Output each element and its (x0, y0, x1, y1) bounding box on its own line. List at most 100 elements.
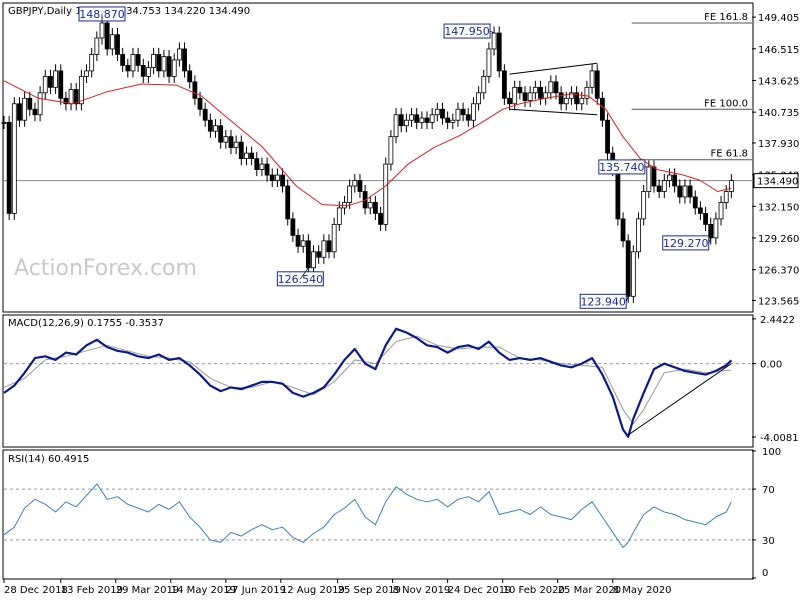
annotation-leader (625, 296, 629, 302)
candle-body (682, 185, 688, 198)
price-ytick-label: 132.150 (758, 202, 799, 213)
candle-body (32, 108, 38, 116)
candle-body (501, 70, 507, 99)
candle-body (460, 108, 466, 116)
candle-body (187, 70, 193, 83)
sma-line (3, 80, 732, 207)
candle-body (424, 117, 430, 123)
candle-body (563, 97, 569, 105)
candle-body (300, 240, 306, 247)
candle-body (89, 54, 95, 72)
rsi-series (3, 483, 752, 548)
candle-body (151, 54, 157, 68)
candle-body (285, 185, 291, 220)
price-ytick-label: 123.565 (758, 296, 799, 307)
candle-body (280, 174, 285, 187)
candle-body (414, 114, 420, 123)
current-price-label: 134.490 (757, 177, 798, 188)
candle-body (84, 70, 89, 77)
candle-body (677, 185, 683, 198)
candle-body (569, 92, 574, 99)
annotation-label: 147.950 (444, 25, 490, 38)
candle-body (615, 169, 621, 220)
candle-body (146, 67, 151, 77)
annotation-label: 123.940 (580, 295, 626, 308)
candle-body (558, 92, 564, 105)
xtick-label: 27 Jun 2019 (226, 585, 286, 596)
candle-body (171, 59, 177, 77)
rsi-ytick-label: 100 (762, 447, 781, 458)
candle-body (429, 114, 435, 123)
candle-body (295, 234, 301, 247)
candle-body (63, 97, 69, 105)
candle-body (579, 97, 585, 105)
candle-body (37, 92, 43, 116)
candle-body (517, 86, 523, 94)
candle-body (532, 86, 538, 94)
candle-body (233, 141, 239, 149)
candle-body (692, 196, 698, 209)
current-price-tag (753, 173, 799, 189)
candle-body (109, 34, 115, 50)
candle-body (238, 141, 244, 159)
annotation-leader (489, 30, 495, 34)
candle-body (574, 92, 580, 105)
annotation-label: 126.540 (278, 273, 324, 286)
candle-body (115, 34, 120, 55)
candle-body (73, 89, 79, 105)
candle-body (331, 223, 337, 253)
candle-body (600, 97, 605, 121)
xtick-label: 10 Feb 2020 (503, 585, 565, 596)
candle-body (120, 54, 126, 66)
candle-body (135, 54, 141, 66)
price-ytick-label: 137.930 (758, 139, 799, 150)
macd-label: MACD(12,26,9) 0.1755 -0.3537 (8, 318, 164, 329)
price-ytick-label: 146.515 (758, 45, 799, 56)
period-label: Daily (47, 6, 72, 17)
macd-ytick-label: 0.00 (760, 360, 782, 371)
channel-upper-line (509, 62, 598, 75)
candle-body (393, 114, 399, 138)
candle-body (48, 75, 53, 88)
rsi-label: RSI(14) 60.4915 (8, 454, 89, 465)
macd-panel-frame (2, 314, 754, 448)
candle-body (254, 158, 260, 170)
candle-body (620, 218, 626, 242)
rsi-ytick-label: 30 (762, 536, 775, 547)
candle-body (104, 22, 110, 50)
rsi-ytick-label: 70 (762, 485, 775, 496)
candle-body (264, 163, 270, 176)
candle-body (507, 97, 512, 105)
xtick-label: 25 Mar 2020 (558, 585, 621, 596)
candle-body (476, 92, 481, 105)
candle-body (434, 108, 440, 116)
candle-body (213, 125, 218, 132)
candle-body (491, 32, 497, 50)
candle-body (538, 86, 543, 99)
xtick-label: 12 Aug 2019 (281, 585, 345, 596)
candle-body (321, 240, 327, 258)
xtick-label: 24 Dec 2019 (448, 585, 512, 596)
candle-body (1, 122, 7, 124)
xtick-label: 8 May 2020 (613, 585, 672, 596)
candle-body (522, 92, 528, 101)
candle-body (42, 75, 48, 94)
chart-header: GBPJPY,Daily 134.372 134.753 134.220 134… (8, 6, 250, 17)
candle-body (94, 37, 100, 55)
candle-body (496, 32, 502, 72)
candle-body (11, 103, 17, 214)
candle-body (68, 89, 74, 105)
candle-body (512, 86, 518, 105)
candle-body (651, 166, 657, 187)
candle-body (197, 97, 203, 110)
price-ytick-label: 126.370 (758, 266, 799, 277)
candle-body (357, 180, 363, 192)
candle-body (161, 56, 167, 72)
candle-body (636, 218, 641, 253)
candle-body (527, 92, 533, 101)
candle-body (723, 191, 729, 203)
fib-level-label: FE 100.0 (704, 98, 748, 109)
candle-body (130, 54, 136, 72)
xtick-label: 29 Mar 2019 (116, 585, 179, 596)
annotation-label: 129.270 (663, 237, 709, 250)
